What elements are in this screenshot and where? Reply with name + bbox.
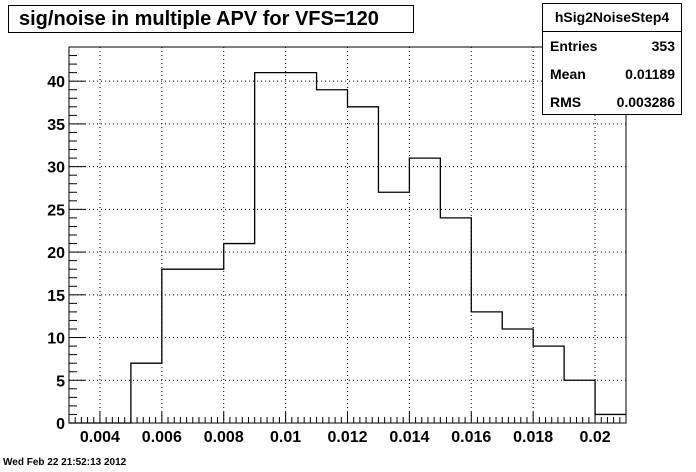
histogram-bin [348, 107, 379, 423]
histogram-bin [131, 363, 162, 423]
x-tick-label: 0.012 [327, 429, 367, 446]
stats-rms-value: 0.003286 [616, 94, 675, 110]
x-tick-label: 0.006 [142, 429, 182, 446]
x-tick-label: 0.008 [204, 429, 244, 446]
stats-row-mean: Mean 0.01189 [543, 60, 681, 88]
stats-entries-label: Entries [550, 38, 598, 54]
date-stamp: Wed Feb 22 21:52:13 2012 [3, 457, 127, 468]
x-tick-label: 0.02 [579, 429, 610, 446]
stats-box: hSig2NoiseStep4 Entries 353 Mean 0.01189… [542, 3, 682, 115]
histogram-bin [286, 73, 317, 423]
histogram-bin [564, 380, 595, 423]
histogram-bin [193, 269, 224, 423]
histogram-bin [409, 158, 440, 423]
stats-histogram-name: hSig2NoiseStep4 [543, 4, 681, 32]
histogram-layer [69, 71, 626, 424]
stats-mean-label: Mean [550, 66, 586, 82]
histogram-bin [440, 218, 471, 423]
y-tick-label: 0 [56, 416, 65, 433]
y-tick-label: 5 [56, 373, 65, 390]
stats-row-entries: Entries 353 [543, 32, 681, 60]
y-tick-label: 30 [47, 160, 65, 177]
stats-row-rms: RMS 0.003286 [543, 88, 681, 116]
histogram-bin [317, 90, 348, 423]
histogram-bin [378, 192, 409, 423]
x-tick-label: 0.01 [270, 429, 301, 446]
x-tick-label: 0.004 [80, 429, 120, 446]
x-tick-label: 0.018 [513, 429, 553, 446]
histogram-bin [595, 414, 626, 423]
stats-entries-value: 353 [651, 38, 675, 54]
histogram-bin [502, 329, 533, 423]
y-tick-label: 20 [47, 245, 65, 262]
tick-label-layer: 0.004 0.006 0.008 0.01 0.012 0.014 0.016 0.018 0… [47, 74, 611, 446]
histogram-bin [255, 73, 286, 423]
stats-rms-label: RMS [550, 94, 582, 110]
histogram-bin [162, 269, 193, 423]
histogram-bin [224, 244, 255, 423]
y-tick-label: 10 [47, 331, 65, 348]
y-tick-label: 35 [47, 117, 65, 134]
y-tick-label: 25 [47, 202, 65, 219]
x-tick-label: 0.014 [389, 429, 429, 446]
chart-title: sig/noise in multiple APV for VFS=120 [8, 5, 414, 33]
axis-layer [68, 46, 627, 424]
y-tick-label: 40 [47, 74, 65, 91]
histogram-bin [533, 346, 564, 423]
x-tick-label: 0.016 [451, 429, 491, 446]
histogram-outline [69, 71, 626, 424]
y-tick-label: 15 [47, 288, 65, 305]
stats-mean-value: 0.01189 [625, 66, 675, 82]
histogram-bin [471, 312, 502, 423]
